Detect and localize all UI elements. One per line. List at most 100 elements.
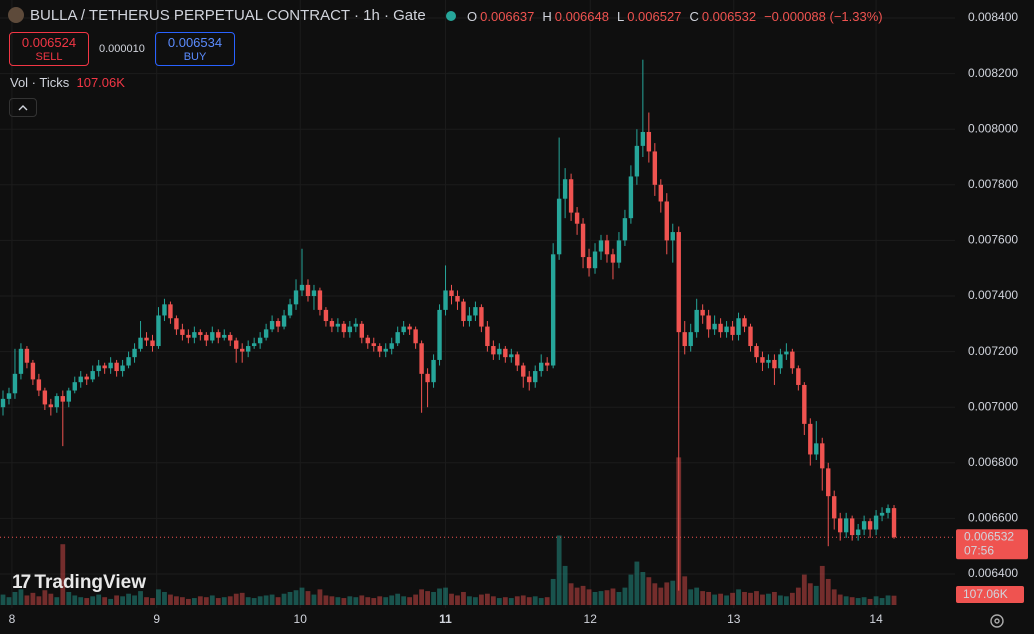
ohlc-label: O	[467, 9, 478, 24]
candle-body	[66, 390, 71, 402]
candle-body	[102, 365, 107, 369]
volume-bar	[861, 597, 867, 605]
collapse-button[interactable]	[9, 98, 37, 117]
candle-body	[42, 390, 48, 405]
volume-bar	[652, 583, 658, 605]
volume-bar	[813, 585, 819, 605]
candle-body	[305, 284, 311, 296]
sell-button[interactable]: 0.006524 SELL	[9, 32, 89, 66]
candle-body	[640, 131, 646, 146]
volume-bar	[365, 597, 371, 605]
last-volume-label: 107.06K	[963, 587, 1008, 601]
volume-legend: Vol · Ticks 107.06K	[10, 75, 125, 90]
volume-bar	[783, 596, 789, 605]
candle-body	[138, 337, 143, 349]
volume-bar	[305, 591, 311, 605]
volume-bar	[825, 578, 831, 605]
candle-body	[580, 223, 586, 258]
candle-body	[84, 376, 89, 380]
candle-body	[359, 323, 364, 338]
volume-bar	[36, 596, 42, 605]
volume-bar	[885, 595, 891, 605]
candle-body	[371, 343, 376, 347]
x-tick-label: 12	[584, 612, 598, 626]
candle-body	[311, 290, 317, 296]
candle-body	[544, 362, 550, 366]
candle-body	[724, 326, 729, 333]
candle-body	[323, 309, 329, 322]
y-tick-label: 0.006800	[968, 455, 1018, 469]
sell-price: 0.006524	[21, 35, 77, 50]
volume-bar	[598, 591, 604, 605]
volume-bar	[90, 596, 96, 605]
candle-body	[706, 315, 711, 330]
volume-bar	[138, 591, 143, 605]
candle-body	[108, 362, 113, 369]
y-tick-label: 0.008000	[968, 121, 1018, 135]
volume-bar	[227, 596, 233, 605]
brand-icon: 17	[12, 572, 31, 593]
volume-bar	[431, 591, 436, 605]
candle-body	[849, 518, 855, 536]
candle-body	[491, 346, 496, 355]
candle-body	[234, 340, 239, 349]
candle-body	[144, 337, 149, 341]
brand-name: TradingView	[34, 572, 146, 593]
brand-logo: 17 TradingView	[12, 572, 146, 594]
volume-bar	[562, 565, 568, 605]
volume-bar	[616, 591, 622, 605]
volume-bar	[712, 594, 718, 605]
candle-body	[269, 321, 275, 330]
candle-body	[748, 326, 753, 347]
volume-bar	[538, 598, 544, 605]
volume-bar	[168, 594, 173, 605]
volume-bar	[263, 595, 269, 605]
volume-bar	[700, 591, 706, 605]
candle-body	[293, 290, 299, 305]
chart-title: BULLA / TETHERUS PERPETUAL CONTRACT · 1h…	[30, 7, 426, 24]
candle-body	[574, 212, 580, 224]
candle-body	[114, 362, 119, 372]
volume-bar	[837, 594, 843, 605]
volume-bar	[682, 576, 688, 605]
candle-body	[12, 373, 18, 394]
candle-body	[503, 348, 508, 358]
buy-button[interactable]: 0.006534 BUY	[155, 32, 235, 66]
volume-bar	[54, 597, 60, 605]
candle-body	[550, 254, 556, 366]
volume-bar	[658, 587, 664, 605]
settings-button[interactable]	[988, 612, 1006, 634]
volume-bar	[586, 589, 592, 605]
candle-body	[592, 251, 598, 269]
volume-bar	[502, 597, 508, 605]
volume-bar	[132, 595, 137, 605]
candle-body	[120, 365, 125, 372]
volume-bar	[801, 574, 807, 605]
candle-body	[24, 348, 30, 363]
volume-bar	[12, 591, 18, 605]
volume-bar	[245, 597, 251, 605]
volume-bar	[479, 594, 484, 605]
candle-body	[383, 348, 388, 352]
volume-bar	[760, 594, 765, 605]
volume-bar	[550, 578, 556, 605]
volume-bar	[419, 589, 424, 605]
volume-bar	[215, 598, 221, 605]
candle-body	[216, 332, 221, 338]
candle-body	[814, 443, 819, 455]
volume-bar	[455, 595, 460, 605]
volume-legend-value: 107.06K	[76, 75, 125, 90]
volume-bar	[718, 593, 723, 605]
candle-body	[126, 357, 131, 366]
volume-bar	[72, 595, 78, 605]
collapse-icon	[18, 105, 28, 111]
x-tick-label: 9	[153, 612, 160, 626]
ohlc-value: 0.006637	[480, 9, 535, 24]
candle-body	[730, 326, 735, 335]
candle-body	[562, 179, 568, 199]
candle-body	[395, 332, 400, 344]
ohlc-label: L	[616, 9, 625, 24]
candle-body	[766, 359, 771, 363]
y-tick-label: 0.007000	[968, 399, 1018, 413]
